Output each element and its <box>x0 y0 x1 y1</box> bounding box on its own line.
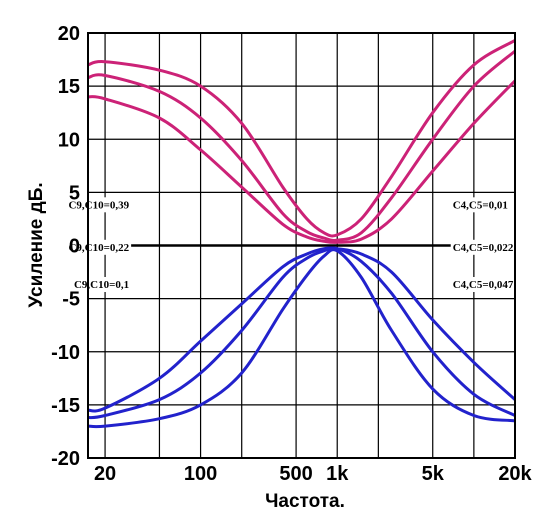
x-axis-title: Частота. <box>265 491 345 512</box>
annotation-label-1: C9,C10=0,39 <box>68 199 129 211</box>
annotation-label-6: C4,C5=0,047 <box>453 279 514 291</box>
series-line-4 <box>87 246 517 413</box>
annotation-label-5: C4,C5=0,022 <box>453 242 514 254</box>
tick-labels: 20 15 10 5 0 -5 -10 -15 -20 20 100 500 1k 5k 20k <box>51 23 532 485</box>
series-line-5 <box>87 246 516 420</box>
y-tick-label: 20 <box>58 23 80 45</box>
annotation-bg <box>51 197 132 213</box>
annotations: C9,C10=0,39 C9,C10=0,22 C9,C10=0,1 C4,C5=0,… <box>51 197 531 292</box>
annotation-bg <box>51 277 132 292</box>
y-axis-title: Усиление дБ. <box>26 182 47 307</box>
annotation-bg <box>450 197 531 213</box>
x-tick-label: 500 <box>279 463 312 485</box>
y-tick-label: 5 <box>69 182 80 204</box>
y-tick-label: -20 <box>51 448 80 470</box>
annotation-label-4: C4,C5=0,01 <box>453 199 508 211</box>
series-line-1 <box>87 39 516 238</box>
y-tick-label: 15 <box>58 76 80 98</box>
y-tick-label: -10 <box>51 342 80 364</box>
series-line-2 <box>87 49 516 242</box>
annotation-bg <box>51 239 132 255</box>
annotation-label-2: C9,C10=0,22 <box>68 242 129 254</box>
x-tick-label: 5k <box>422 463 445 485</box>
y-tick-label: -5 <box>62 289 80 311</box>
y-tick-label: 10 <box>58 129 80 151</box>
series-line-6 <box>87 248 516 429</box>
series-lines <box>87 39 517 429</box>
annotation-label-3: C9,C10=0,1 <box>74 279 129 291</box>
x-tick-label: 20 <box>94 463 116 485</box>
plot-frame <box>87 32 516 459</box>
y-tick-label: -15 <box>51 395 80 417</box>
x-tick-label: 20k <box>498 463 532 485</box>
x-tick-label: 100 <box>184 463 217 485</box>
annotation-bg <box>450 277 531 292</box>
y-tick-label: 0 <box>69 236 80 258</box>
x-tick-label: 1k <box>326 463 349 485</box>
series-line-3 <box>87 79 517 244</box>
annotation-bg <box>450 239 531 255</box>
